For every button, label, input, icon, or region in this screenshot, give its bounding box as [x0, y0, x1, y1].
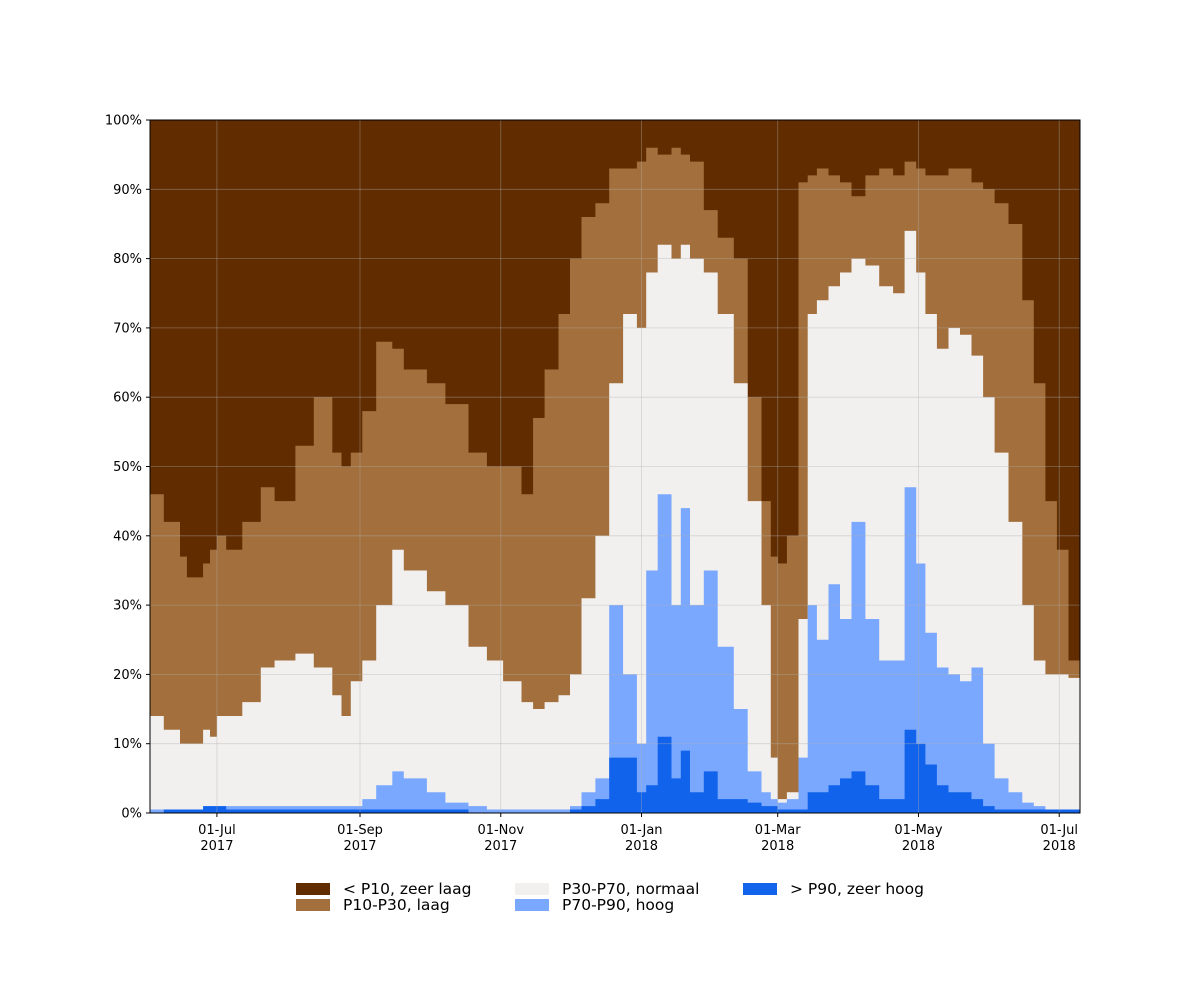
- y-tick-label: 70%: [113, 321, 142, 336]
- x-tick-year-label: 2018: [1043, 839, 1076, 854]
- y-tick-label: 50%: [113, 460, 142, 475]
- x-tick-year-label: 2018: [625, 839, 658, 854]
- y-tick-label: 20%: [113, 668, 142, 683]
- legend-item-normaal: P30-P70, normaal: [515, 880, 699, 898]
- y-tick-label: 10%: [113, 737, 142, 752]
- legend-item-laag: P10-P30, laag: [296, 896, 450, 914]
- legend-swatch: [296, 899, 330, 911]
- x-tick-label: 01-Jan: [621, 823, 663, 838]
- y-tick-label: 90%: [113, 183, 142, 198]
- legend-swatch: [743, 883, 777, 895]
- gridlines: [150, 120, 1080, 813]
- legend-swatch: [296, 883, 330, 895]
- y-tick-label: 60%: [113, 391, 142, 406]
- legend-label: P30-P70, normaal: [562, 880, 700, 898]
- x-tick-label: 01-May: [894, 823, 942, 838]
- y-tick-label: 0%: [121, 807, 142, 822]
- area-zeer-hoog: [150, 729, 1080, 813]
- y-axis: 0% 10% 20% 30% 40% 50% 60% 70% 80% 90% 100%: [105, 114, 150, 822]
- x-tick-label: 01-Jul: [198, 823, 236, 838]
- legend-label: P10-P30, laag: [343, 896, 450, 914]
- x-tick-label: 01-Sep: [337, 823, 383, 838]
- x-tick-year-label: 2017: [484, 839, 517, 854]
- legend-item-zeer-laag: < P10, zeer laag: [296, 880, 472, 898]
- x-tick-label: 01-Jul: [1040, 823, 1078, 838]
- legend-label: < P10, zeer laag: [343, 880, 472, 898]
- x-tick-year-label: 2018: [761, 839, 794, 854]
- legend-swatch: [515, 899, 549, 911]
- stacked-areas: [150, 120, 1080, 813]
- area-hoog: [150, 487, 1080, 813]
- y-tick-label: 40%: [113, 529, 142, 544]
- y-tick-label: 30%: [113, 599, 142, 614]
- x-tick-label: 01-Nov: [477, 823, 524, 838]
- x-axis: 01-Jul201701-Sep201701-Nov201701-Jan2018…: [198, 813, 1078, 854]
- legend-swatch: [515, 883, 549, 895]
- legend-item-hoog: P70-P90, hoog: [515, 896, 674, 914]
- x-tick-year-label: 2017: [200, 839, 233, 854]
- x-tick-label: 01-Mar: [755, 823, 801, 838]
- legend-label: P70-P90, hoog: [562, 896, 675, 914]
- legend: < P10, zeer laag P10-P30, laag P30-P70, …: [296, 880, 996, 920]
- legend-label: > P90, zeer hoog: [790, 880, 924, 898]
- y-tick-label: 100%: [105, 114, 142, 129]
- x-tick-year-label: 2018: [902, 839, 935, 854]
- legend-item-zeer-hoog: > P90, zeer hoog: [743, 880, 924, 898]
- x-tick-year-label: 2017: [343, 839, 376, 854]
- y-tick-label: 80%: [113, 252, 142, 267]
